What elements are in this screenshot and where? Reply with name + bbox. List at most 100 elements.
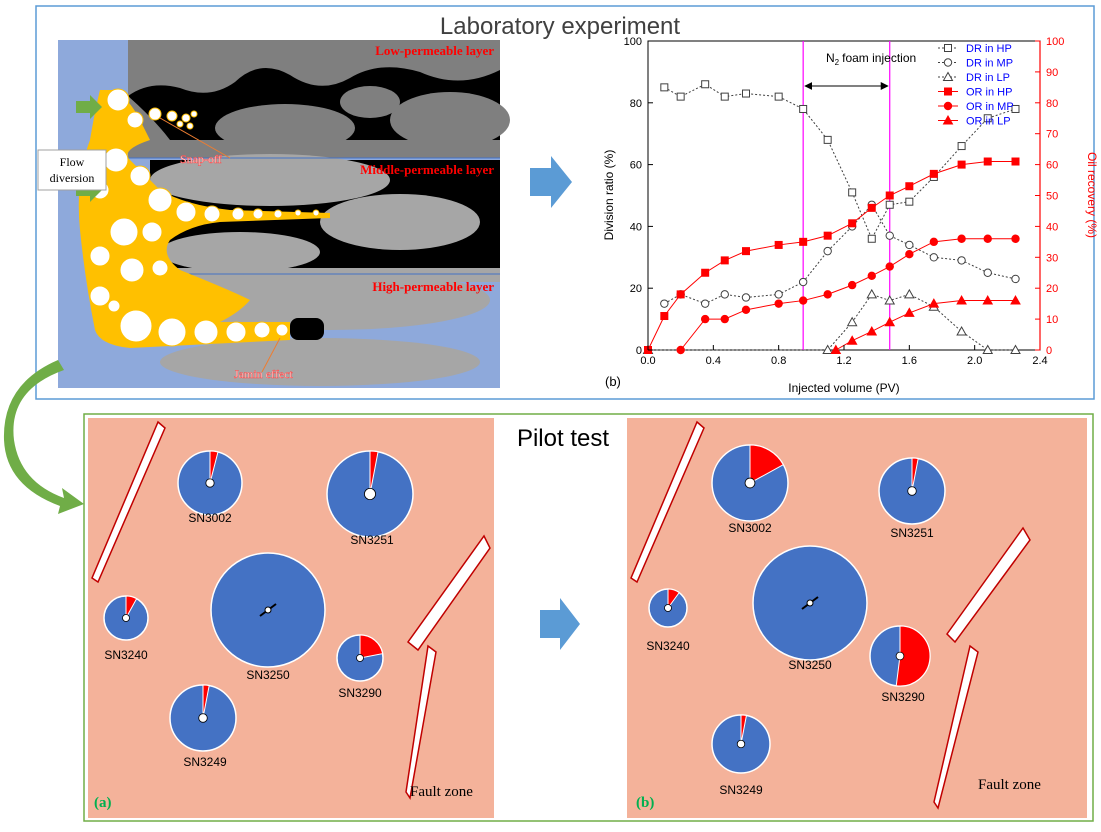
y-right-tick-label: 30	[1046, 252, 1058, 264]
data-point	[676, 345, 685, 355]
legend-item: DR in HP	[938, 43, 1012, 55]
recovery-chart: 0.0 0.4 0.8 1.2 1.6 2.0 2.40204060801000102030…	[602, 36, 1099, 395]
data-point	[867, 271, 876, 281]
y-left-tick-label: 0	[636, 345, 642, 357]
data-point	[847, 280, 857, 290]
well-head	[907, 486, 917, 496]
label-snap-off: Snap-off	[180, 152, 222, 166]
data-point	[929, 253, 939, 262]
y-left-tick-label: 40	[630, 221, 642, 233]
data-point	[885, 191, 894, 200]
series-line	[664, 203, 1016, 305]
well-pie-red-slice	[740, 714, 748, 745]
flow-diversion-line1: Flow	[60, 155, 85, 169]
legend-label: DR in MP	[966, 58, 1013, 70]
y-right-tick-label: 70	[1046, 129, 1058, 141]
oil-blob	[290, 318, 324, 340]
data-point	[929, 169, 938, 178]
data-point	[742, 89, 750, 98]
top-panel-frame	[35, 5, 1095, 400]
snap-off-leader	[159, 117, 231, 159]
data-point	[983, 268, 992, 277]
well-head	[264, 606, 272, 614]
data-point	[884, 295, 896, 305]
data-point	[774, 299, 783, 308]
well-sn3290: SN3290	[336, 634, 384, 700]
data-point	[905, 250, 914, 259]
well-head	[364, 488, 376, 500]
data-point	[742, 247, 750, 256]
data-point	[660, 312, 669, 321]
well-pie-red-slice	[369, 450, 379, 495]
y-right-tick-label: 10	[1046, 314, 1058, 326]
legend-label: OR in MP	[966, 101, 1014, 113]
well-sn3240: SN3240	[103, 595, 149, 662]
well-label: SN3290	[881, 690, 925, 704]
well-sn3002: SN3002	[711, 444, 789, 535]
data-point	[905, 240, 914, 250]
data-point	[848, 188, 857, 197]
x-tick-label: 0.4	[706, 355, 721, 367]
data-point	[982, 295, 994, 305]
well-head	[806, 599, 814, 607]
well-sn3290: SN3290	[869, 625, 931, 704]
map-b: SN3002 SN3251 SN3250 SN3240 SN3290 SN3249	[646, 444, 946, 797]
data-point	[866, 288, 878, 299]
series-or-in-hp	[644, 157, 1020, 354]
y-right-tick-label: 100	[1046, 36, 1064, 48]
well-head	[205, 478, 215, 488]
map-a: SN3002 SN3251 SN3250 SN3240 SN3290 SN3249	[103, 450, 414, 769]
y-left-tick-label: 80	[630, 98, 642, 110]
data-point	[903, 307, 915, 317]
well-head	[895, 651, 905, 661]
well-sn3251: SN3251	[878, 457, 946, 540]
x-tick-label: 2.0	[967, 355, 982, 367]
data-point	[774, 240, 783, 249]
data-point	[957, 256, 966, 265]
x-tick-label: 2.4	[1032, 355, 1047, 367]
data-point	[885, 200, 894, 209]
data-point	[741, 293, 751, 302]
well-sn3250: SN3250	[752, 545, 868, 672]
bottom-panel-frame	[83, 413, 1094, 822]
well-label: SN3002	[188, 511, 232, 525]
data-point	[867, 234, 876, 243]
well-pie-red-slice	[125, 595, 138, 619]
well-head	[744, 477, 756, 489]
data-point	[956, 295, 967, 305]
data-point	[846, 316, 858, 327]
data-point	[885, 262, 894, 271]
bottom-title: Pilot test	[517, 425, 609, 452]
legend-item: DR in LP	[938, 71, 1010, 84]
data-point	[942, 114, 954, 125]
chart-panel-label: (b)	[605, 374, 621, 389]
data-point	[823, 290, 832, 299]
well-sn3249: SN3249	[169, 684, 237, 769]
x-tick-label: 0.8	[771, 355, 786, 367]
chart-xlabel: Injected volume (PV)	[788, 381, 899, 395]
well-pie-red-slice	[209, 450, 219, 484]
data-point	[928, 298, 940, 308]
flow-diversion-line2: diversion	[50, 171, 95, 185]
legend-label: OR in LP	[966, 116, 1011, 128]
well-pie-red-slice	[895, 625, 931, 687]
well-label: SN3250	[788, 658, 832, 672]
data-point	[846, 335, 858, 345]
well-sn3251: SN3251	[326, 450, 414, 547]
y-right-tick-label: 60	[1046, 160, 1058, 172]
well-pie-red-slice	[749, 444, 784, 484]
data-point	[720, 256, 729, 265]
data-point	[774, 290, 783, 299]
jamin-leader	[261, 337, 281, 373]
data-point	[823, 135, 832, 144]
data-point	[957, 142, 966, 151]
y-right-tick-label: 40	[1046, 221, 1058, 233]
data-point	[676, 92, 685, 101]
well-label: SN3249	[183, 755, 227, 769]
well-label: SN3251	[350, 533, 394, 547]
data-point	[701, 80, 710, 89]
y-right-tick-label: 80	[1046, 98, 1058, 110]
series-dr-in-hp	[660, 80, 1020, 243]
